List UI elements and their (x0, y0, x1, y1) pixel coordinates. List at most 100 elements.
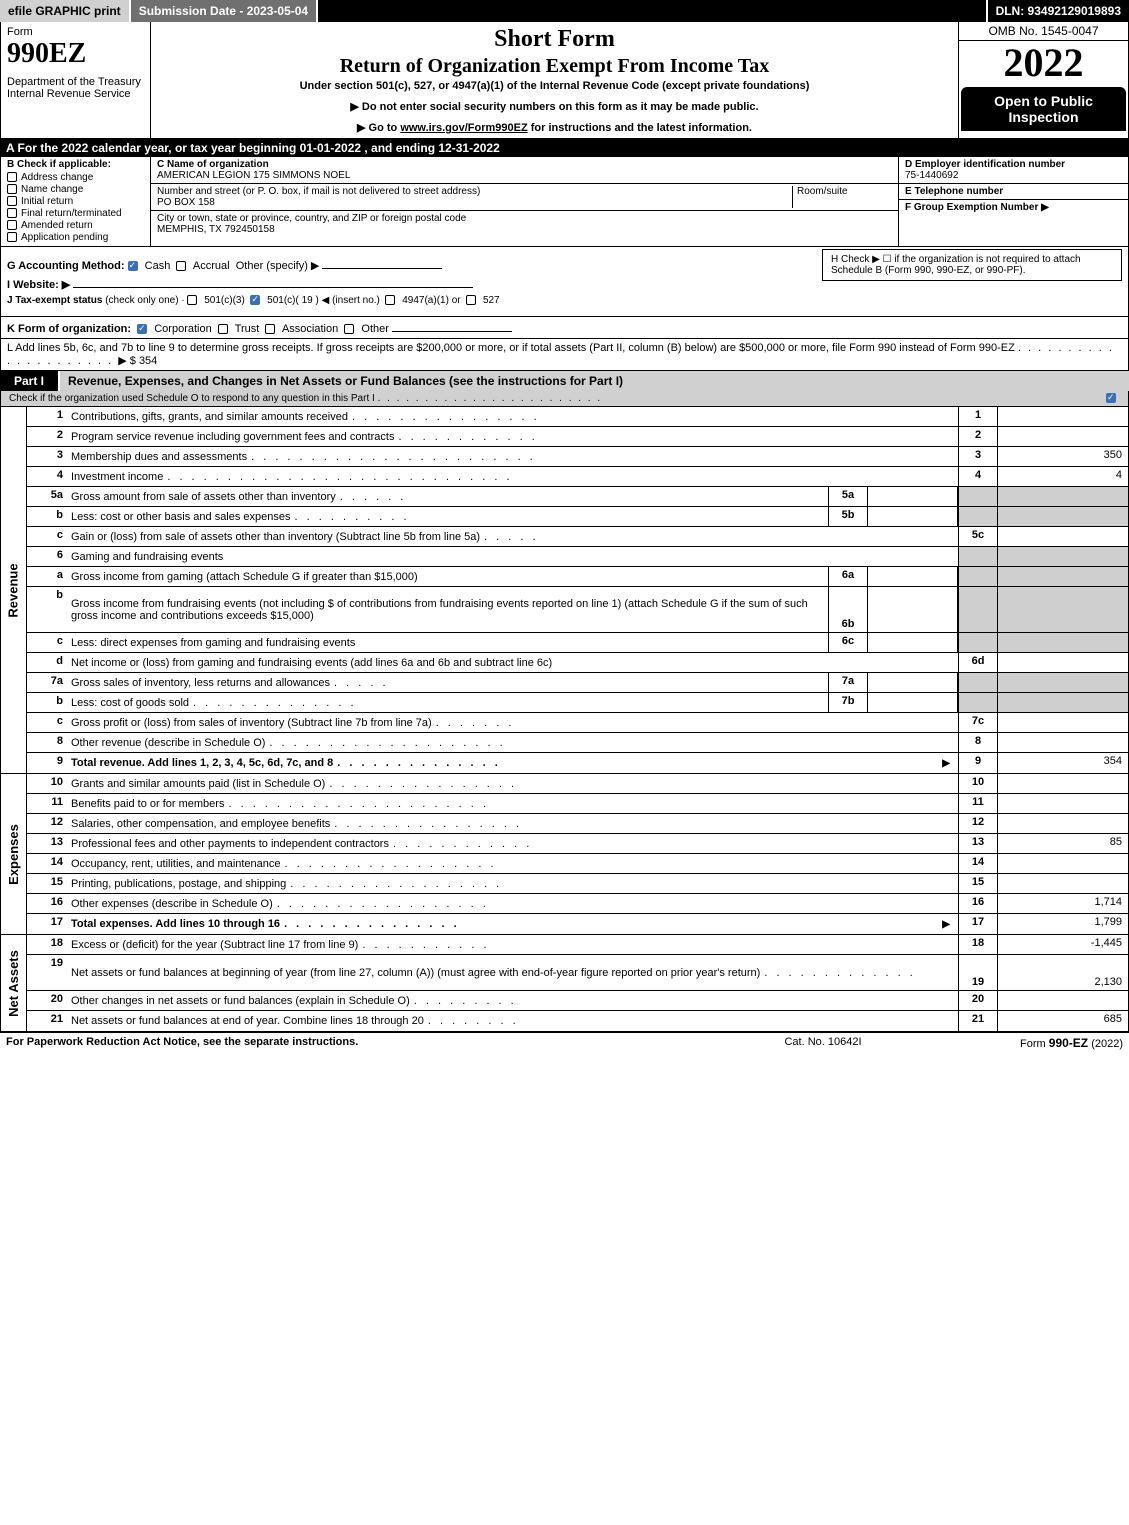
d-ein-value: 75-1440692 (905, 170, 958, 181)
form-990ez-page: efile GRAPHIC print Submission Date - 20… (0, 0, 1129, 1053)
g-accrual-check[interactable] (176, 261, 186, 271)
d-ein-label: D Employer identification number (905, 159, 1065, 170)
b-name-change[interactable]: Name change (7, 184, 144, 195)
g-cash-check[interactable] (128, 261, 138, 271)
bcd-block: B Check if applicable: Address change Na… (0, 157, 1129, 247)
tax-year: 2022 (959, 41, 1128, 87)
k-corp: Corporation (154, 323, 211, 335)
row-7c: c Gross profit or (loss) from sales of i… (27, 713, 1128, 733)
row-15: 15 Printing, publications, postage, and … (27, 874, 1128, 894)
header-left: Form 990EZ Department of the Treasury In… (1, 22, 151, 138)
k-assoc-check[interactable] (265, 324, 275, 334)
title-subtitle: Under section 501(c), 527, or 4947(a)(1)… (157, 80, 952, 92)
b-final-return[interactable]: Final return/terminated (7, 208, 144, 219)
room-suite-label: Room/suite (797, 186, 848, 197)
j-527: 527 (483, 295, 500, 306)
top-bar-fill (318, 0, 987, 22)
part1-note-check[interactable] (1100, 393, 1120, 404)
e-phone-label: E Telephone number (905, 186, 1003, 197)
i-website-input[interactable] (73, 276, 473, 288)
j-501c-check[interactable] (250, 295, 260, 305)
header-right: OMB No. 1545-0047 2022 Open to Public In… (958, 22, 1128, 138)
row-16: 16 Other expenses (describe in Schedule … (27, 894, 1128, 914)
j-501c: 501(c)( 19 ) ◀ (insert no.) (267, 295, 380, 306)
netassets-table: Net Assets 18 Excess or (deficit) for th… (0, 935, 1129, 1032)
k-other-input[interactable] (392, 320, 512, 332)
k-other-check[interactable] (344, 324, 354, 334)
l-row: L Add lines 5b, 6c, and 7b to line 9 to … (1, 339, 1128, 370)
line-a: A For the 2022 calendar year, or tax yea… (0, 139, 1129, 157)
g-other: Other (specify) ▶ (236, 260, 320, 272)
f-group-label: F Group Exemption Number ▶ (905, 202, 1049, 213)
l-text: L Add lines 5b, 6c, and 7b to line 9 to … (7, 342, 1015, 354)
part1-tab: Part I (0, 371, 60, 391)
g-other-input[interactable] (322, 257, 442, 269)
k-label: K Form of organization: (7, 323, 131, 335)
revenue-sidetab: Revenue (1, 407, 27, 773)
b-amended-return[interactable]: Amended return (7, 220, 144, 231)
row-4: 4 Investment income. . . . . . . . . . .… (27, 467, 1128, 487)
row-5b: b Less: cost or other basis and sales ex… (27, 507, 1128, 527)
row-1-desc: Contributions, gifts, grants, and simila… (71, 411, 348, 423)
i-label: I Website: ▶ (7, 279, 70, 291)
g-cash: Cash (145, 260, 171, 272)
part1-bar: Part I Revenue, Expenses, and Changes in… (0, 371, 1129, 391)
c-addr-value: PO BOX 158 (157, 197, 215, 208)
ghij-block: H Check ▶ ☐ if the organization is not r… (0, 247, 1129, 317)
j-527-check[interactable] (466, 295, 476, 305)
b-application-pending[interactable]: Application pending (7, 232, 144, 243)
h-text: H Check ▶ ☐ if the organization is not r… (831, 254, 1081, 276)
part1-title: Revenue, Expenses, and Changes in Net As… (60, 371, 1129, 391)
b-initial-return[interactable]: Initial return (7, 196, 144, 207)
row-3: 3 Membership dues and assessments. . . .… (27, 447, 1128, 467)
b-address-change[interactable]: Address change (7, 172, 144, 183)
expenses-sidetab: Expenses (1, 774, 27, 934)
k-row: K Form of organization: Corporation Trus… (1, 317, 1128, 339)
row-1-rval (998, 407, 1128, 426)
header-middle: Short Form Return of Organization Exempt… (151, 22, 958, 138)
section-c: C Name of organization AMERICAN LEGION 1… (151, 157, 898, 246)
row-10: 10 Grants and similar amounts paid (list… (27, 774, 1128, 794)
j-4947: 4947(a)(1) or (402, 295, 460, 306)
d-ein-row: D Employer identification number 75-1440… (899, 157, 1128, 184)
c-city-row: City or town, state or province, country… (151, 211, 898, 237)
section-d: D Employer identification number 75-1440… (898, 157, 1128, 246)
kl-block: K Form of organization: Corporation Trus… (0, 317, 1129, 371)
row-5c: c Gain or (loss) from sale of assets oth… (27, 527, 1128, 547)
form-header: Form 990EZ Department of the Treasury In… (0, 22, 1129, 139)
c-name-value: AMERICAN LEGION 175 SIMMONS NOEL (157, 170, 350, 181)
row-1: 1 Contributions, gifts, grants, and simi… (27, 407, 1128, 427)
row-13: 13 Professional fees and other payments … (27, 834, 1128, 854)
netassets-body: 18 Excess or (deficit) for the year (Sub… (27, 935, 1128, 1031)
part1-note-text: Check if the organization used Schedule … (9, 393, 1100, 404)
form-word: Form (7, 26, 144, 38)
row-9: 9 Total revenue. Add lines 1, 2, 3, 4, 5… (27, 753, 1128, 773)
submission-date: Submission Date - 2023-05-04 (131, 0, 318, 22)
row-1-num: 1 (27, 407, 67, 426)
j-4947-check[interactable] (385, 295, 395, 305)
goto-line: ▶ Go to www.irs.gov/Form990EZ for instru… (157, 121, 952, 134)
row-7b: b Less: cost of goods sold. . . . . . . … (27, 693, 1128, 713)
efile-print[interactable]: efile GRAPHIC print (0, 0, 131, 22)
section-b: B Check if applicable: Address change Na… (1, 157, 151, 246)
irs-link[interactable]: www.irs.gov/Form990EZ (400, 122, 527, 134)
goto-post: for instructions and the latest informat… (528, 122, 752, 134)
c-addr-row: Number and street (or P. O. box, if mail… (151, 184, 898, 211)
c-name-label: C Name of organization (157, 159, 269, 170)
netassets-sidetab: Net Assets (1, 935, 27, 1031)
revenue-body: 1 Contributions, gifts, grants, and simi… (27, 407, 1128, 773)
j-501c3-check[interactable] (187, 295, 197, 305)
dept-label: Department of the Treasury Internal Reve… (7, 76, 144, 100)
k-assoc: Association (282, 323, 338, 335)
title-return: Return of Organization Exempt From Incom… (157, 55, 952, 78)
omb-number: OMB No. 1545-0047 (959, 22, 1128, 41)
row-18: 18 Excess or (deficit) for the year (Sub… (27, 935, 1128, 955)
part1-note: Check if the organization used Schedule … (0, 391, 1129, 407)
c-city-label: City or town, state or province, country… (157, 213, 466, 224)
expenses-table: Expenses 10 Grants and similar amounts p… (0, 774, 1129, 935)
row-7a: 7a Gross sales of inventory, less return… (27, 673, 1128, 693)
open-to-public: Open to Public Inspection (961, 87, 1126, 131)
k-trust-check[interactable] (218, 324, 228, 334)
k-corp-check[interactable] (137, 324, 147, 334)
row-11: 11 Benefits paid to or for members. . . … (27, 794, 1128, 814)
